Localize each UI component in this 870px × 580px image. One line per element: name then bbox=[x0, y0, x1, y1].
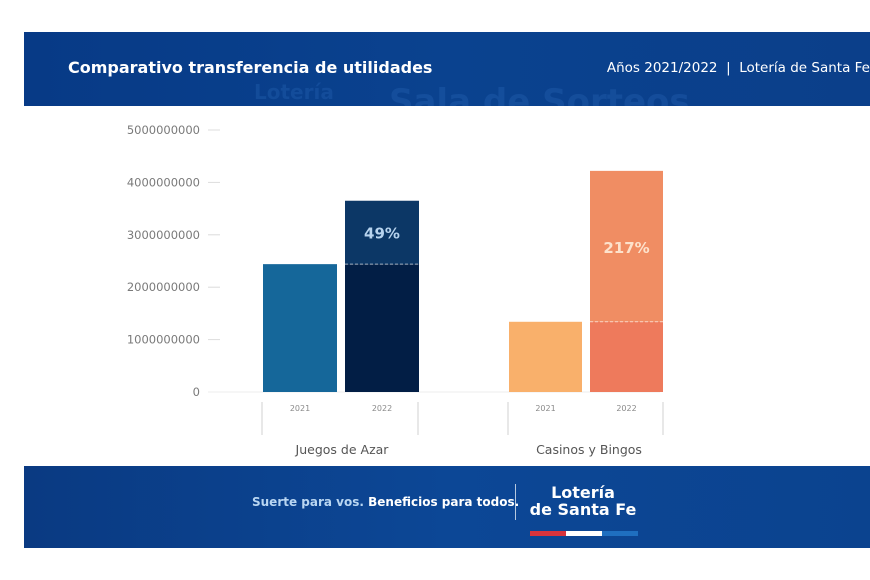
y-axis: 0 1000000000 2000000000 3000000000 400000000… bbox=[127, 123, 660, 399]
flag-blue bbox=[602, 531, 638, 536]
loteria-logo: Lotería de Santa Fe bbox=[529, 484, 637, 518]
growth-label: 49% bbox=[364, 224, 400, 242]
bar-juegos-2022-base bbox=[345, 264, 419, 392]
group-label: Casinos y Bingos bbox=[536, 442, 642, 457]
logo-line-1: Lotería bbox=[551, 483, 615, 502]
bar-juegos-2021 bbox=[263, 264, 337, 392]
y-tick-label: 0 bbox=[193, 385, 200, 399]
footer-slogan: Suerte para vos. Beneficios para todos. bbox=[252, 495, 519, 509]
watermark-loteria: Lotería bbox=[254, 80, 334, 104]
group-label: Juegos de Azar bbox=[295, 442, 390, 457]
y-tick-label: 4000000000 bbox=[127, 175, 200, 189]
flag-red bbox=[530, 531, 566, 536]
x-tick-label: 2021 bbox=[535, 404, 555, 413]
bar-casinos-2022-growth bbox=[590, 170, 663, 322]
watermark-sala-sorteos: Sala de Sorteos bbox=[389, 82, 690, 106]
header-banner: Lotería Sala de Sorteos Comparativo tran… bbox=[24, 32, 870, 106]
x-tick-label: 2022 bbox=[616, 404, 636, 413]
y-tick-label: 2000000000 bbox=[127, 280, 200, 294]
page-title: Comparativo transferencia de utilidades bbox=[68, 58, 433, 77]
flag-white bbox=[566, 531, 602, 536]
footer-divider bbox=[515, 484, 516, 520]
footer-banner: Suerte para vos. Beneficios para todos. … bbox=[24, 466, 870, 548]
page-subtitle: Años 2021/2022 | Lotería de Santa Fe bbox=[606, 60, 870, 76]
slogan-bold: Beneficios para todos. bbox=[368, 495, 520, 509]
y-tick-label: 5000000000 bbox=[127, 123, 200, 137]
slogan-light: Suerte para vos. bbox=[252, 495, 364, 509]
logo-line-2: de Santa Fe bbox=[529, 500, 637, 519]
logo-flag-stripe bbox=[530, 531, 638, 536]
x-tick-label: 2021 bbox=[290, 404, 310, 413]
bar-chart: 0 1000000000 2000000000 3000000000 400000000… bbox=[127, 123, 664, 457]
y-tick-label: 3000000000 bbox=[127, 228, 200, 242]
bar-casinos-2021 bbox=[509, 321, 582, 392]
bars: 49% 217% bbox=[263, 170, 663, 392]
y-tick-label: 1000000000 bbox=[127, 333, 200, 347]
x-axis: 2021 2022 Juegos de Azar 2021 2022 Casinos y … bbox=[261, 402, 664, 457]
x-tick-label: 2022 bbox=[372, 404, 392, 413]
bar-juegos-2022-growth bbox=[345, 200, 419, 265]
growth-label: 217% bbox=[603, 239, 649, 257]
bar-casinos-2022-base bbox=[590, 321, 663, 392]
